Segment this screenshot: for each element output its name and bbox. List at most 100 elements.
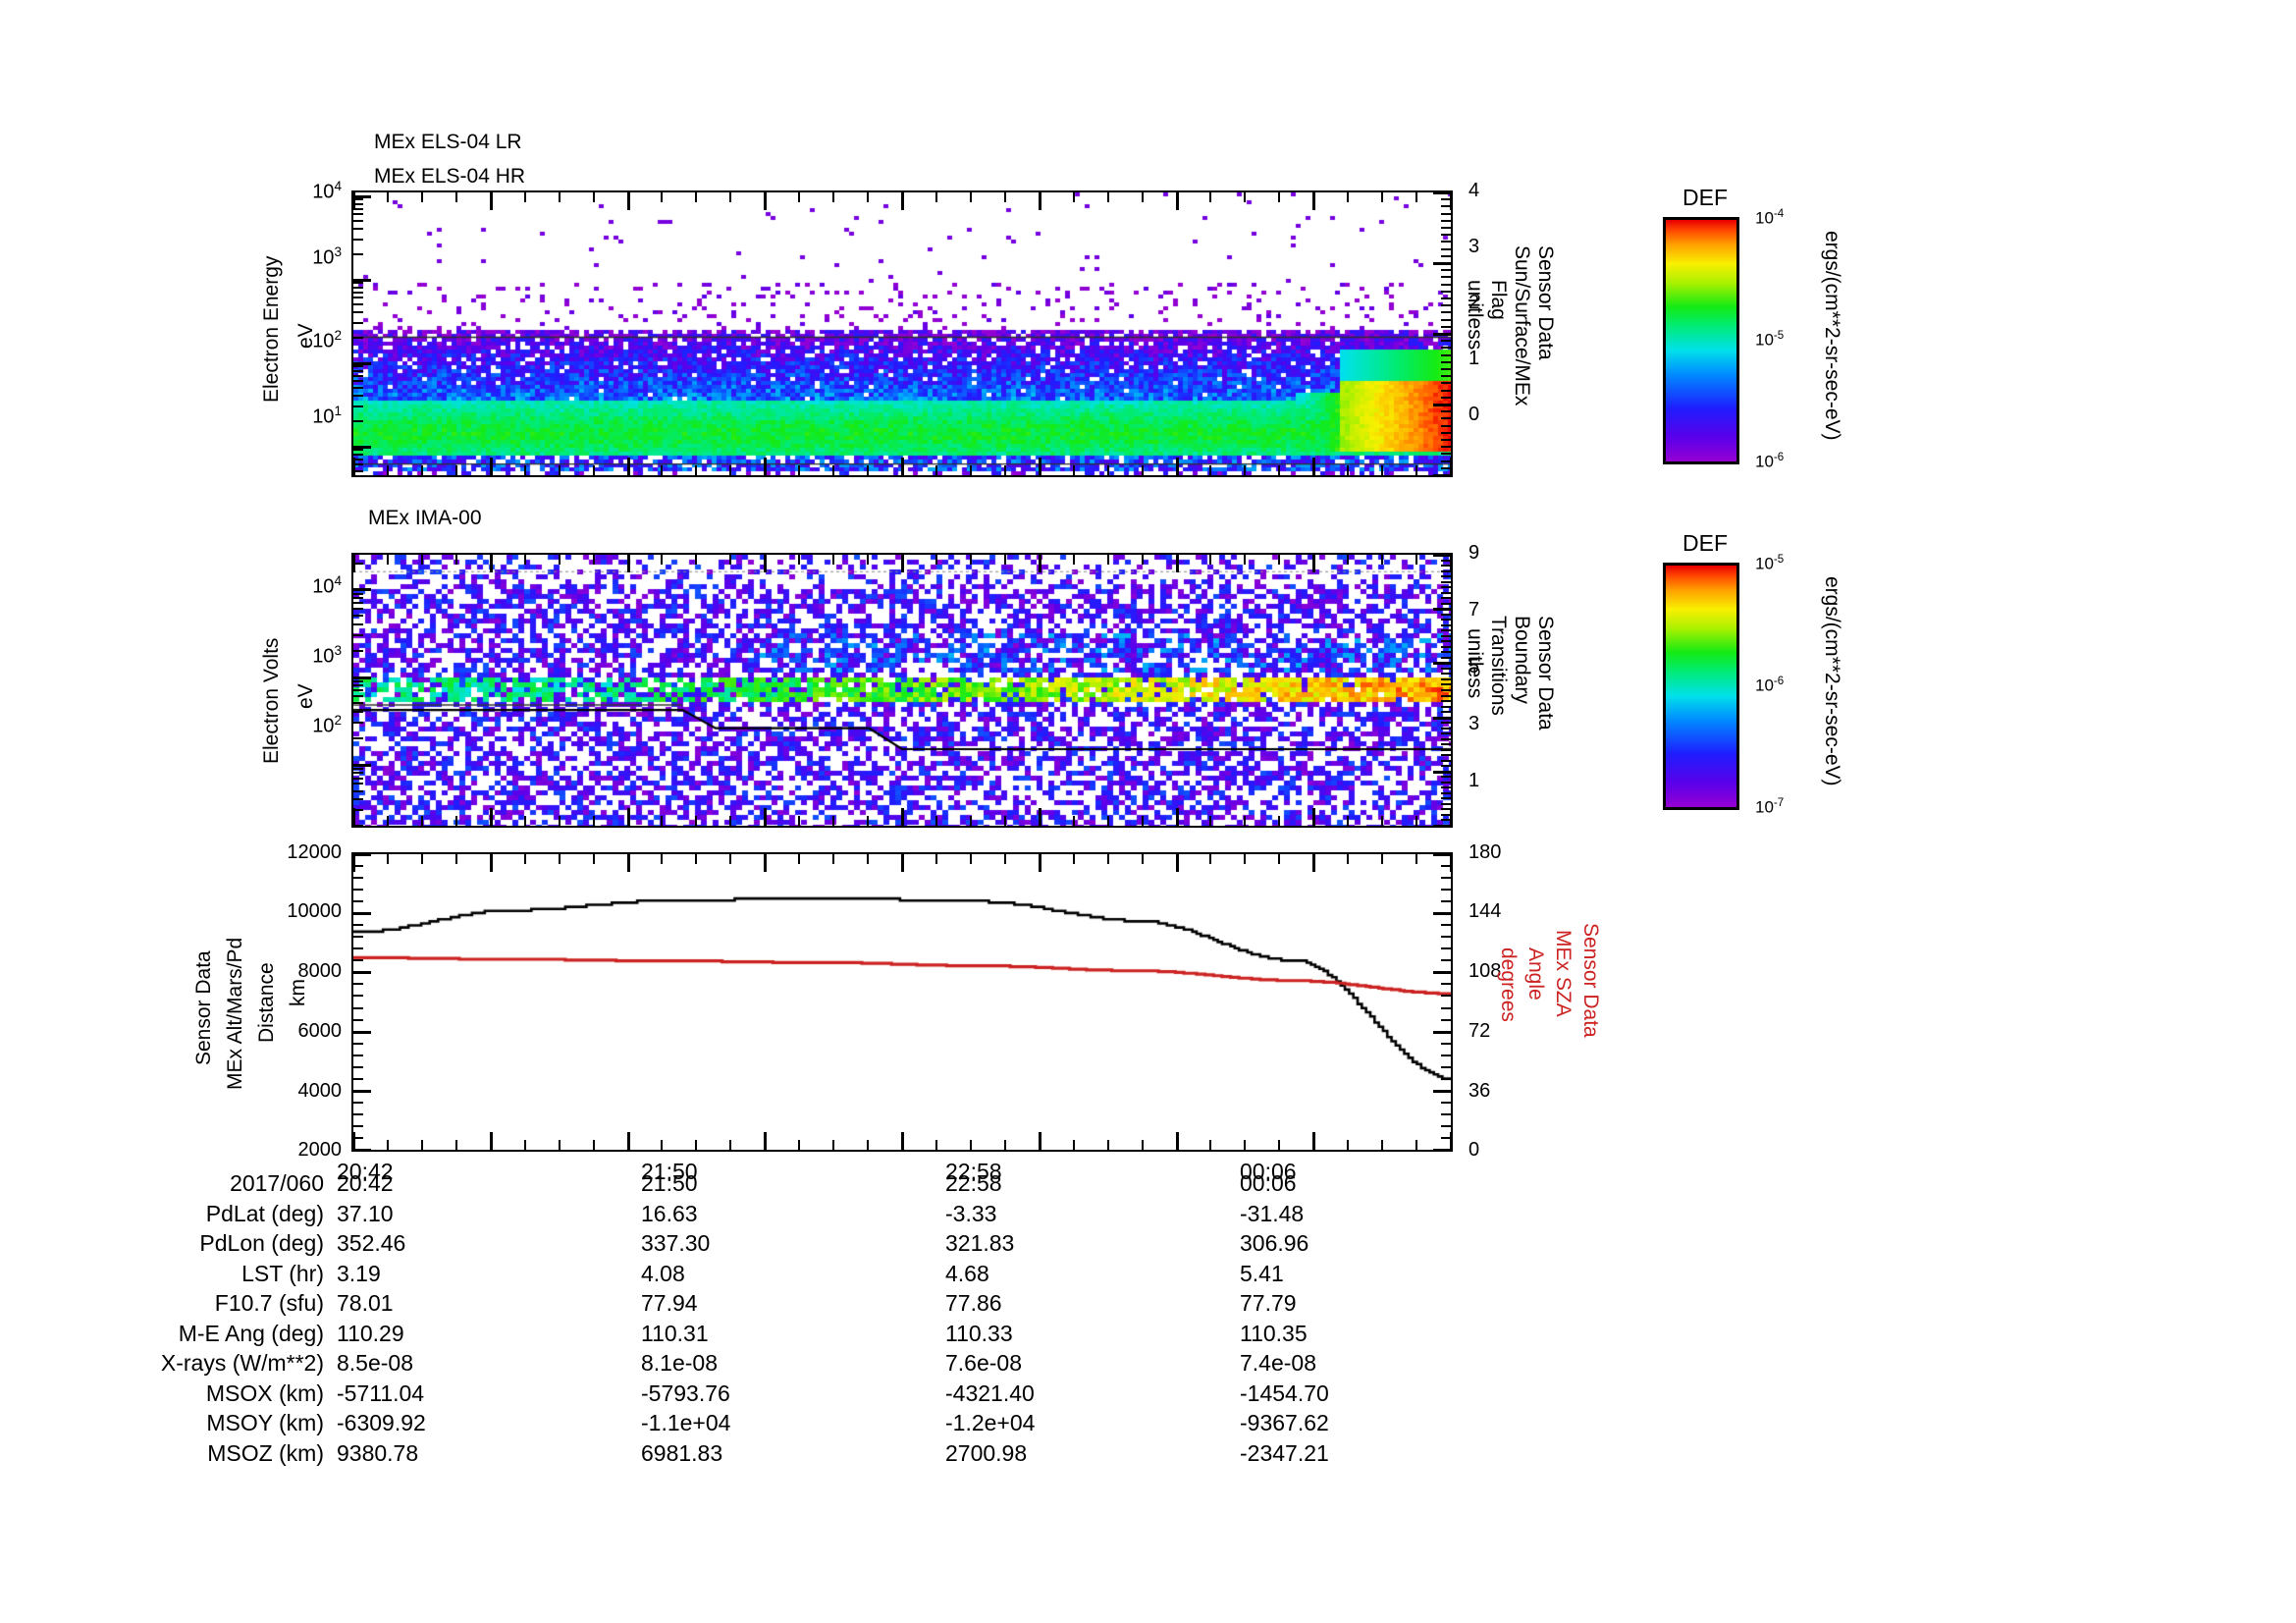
axis-tick [1433,716,1451,720]
table-cell: 77.86 [945,1290,1002,1316]
axis-tick [353,597,363,600]
axis-tick [1441,290,1451,293]
axis-tick [1441,417,1451,420]
axis-tick [901,192,904,210]
els-ytickR-2: 2 [1468,292,1480,313]
axis-tick [353,453,363,456]
axis-tick [1244,465,1247,475]
axis-tick [1415,555,1418,565]
ima-yaxisR-label-line4: unitless [1464,628,1486,699]
axis-tick [352,192,355,210]
axis-tick [661,1140,664,1150]
axis-tick [353,592,363,595]
axis-tick [353,602,363,605]
table-row-label: MSOX (km) [205,1380,324,1406]
axis-tick [420,816,423,826]
axis-tick [353,702,363,705]
axis-tick [489,808,493,826]
axis-tick [695,555,698,565]
axis-tick [1141,465,1144,475]
colorbar-1-tick-min: 10-6 [1755,452,1785,471]
axis-tick [1441,781,1451,784]
table-row-label: X-rays (W/m**2) [160,1350,324,1376]
axis-tick [1441,311,1451,314]
axis-tick [901,808,904,826]
axis-tick [1441,1112,1451,1115]
axis-tick [353,419,363,422]
xaxis-tick-label-3: 00:06 [1240,1159,1297,1184]
axis-tick [1433,554,1451,557]
axis-tick [969,465,972,475]
axis-tick [1441,727,1451,730]
colorbar-1-units: ergs/(cm**2-sr-sec-eV) [1821,231,1843,441]
orbit-ytick-10000: 10000 [287,900,342,922]
els-yaxisR-label-line1: Sensor Data [1534,245,1557,360]
table-cell: 306.96 [1240,1230,1309,1256]
colorbar-2-gradient [1666,566,1736,807]
axis-tick [1441,227,1451,229]
axis-tick [969,816,972,826]
axis-tick [1441,732,1451,735]
axis-tick [353,303,363,306]
axis-tick [1175,555,1179,572]
table-cell: -3.33 [945,1200,997,1226]
axis-tick [1441,619,1451,622]
axis-tick [1038,555,1041,572]
axis-tick [353,445,371,449]
axis-tick [1175,458,1179,475]
axis-tick [353,676,371,679]
axis-tick [729,555,732,565]
axis-tick [1433,333,1451,336]
axis-tick [1244,816,1247,826]
axis-tick [626,854,630,872]
axis-tick [1441,1042,1451,1045]
axis-tick [353,649,363,652]
table-cell: 321.83 [945,1230,1015,1256]
ima-ytick-4: 104 [312,573,342,598]
axis-tick [1312,854,1316,872]
orbit-yaxisR-label-line1: Sensor Data [1579,923,1602,1038]
ima-ytick-2: 102 [312,713,342,737]
axis-tick [353,228,363,231]
axis-tick [1347,816,1350,826]
axis-tick [1441,802,1451,805]
axis-tick [1038,1132,1041,1150]
axis-tick [1106,555,1109,565]
axis-tick [1381,1140,1384,1150]
colorbar-2-title: DEF [1682,530,1728,556]
axis-tick [523,192,526,202]
ima-ytickR-9: 9 [1468,542,1480,564]
els-yaxis-label-line2: eV [294,323,317,349]
axis-tick [353,1124,363,1127]
axis-tick [1278,555,1281,565]
axis-tick [661,816,664,826]
axis-tick [1347,192,1350,202]
axis-tick [353,297,363,299]
axis-tick [1450,555,1453,572]
axis-tick [1038,854,1041,872]
axis-tick [353,252,363,255]
axis-tick [1441,1136,1451,1139]
axis-tick [1433,912,1451,916]
axis-tick [353,1112,363,1115]
table-cell: 5.41 [1240,1260,1284,1286]
orbit-ytick-6000: 6000 [297,1020,343,1042]
axis-tick [1441,640,1451,643]
table-row-label: F10.7 (sfu) [214,1290,324,1316]
axis-tick [353,722,363,725]
axis-tick [729,192,732,202]
axis-tick [558,465,561,475]
panel-els-title-hr: MEx ELS-04 HR [374,165,526,188]
axis-tick [352,555,355,572]
panel-ima-title: MEx IMA-00 [368,507,482,529]
axis-tick [353,809,363,812]
axis-tick [353,763,371,767]
axis-tick [353,387,363,390]
axis-tick [558,816,561,826]
axis-tick [352,808,355,826]
axis-tick [1441,446,1451,449]
axis-tick [353,311,363,314]
axis-tick [1441,439,1451,441]
table-cell: -1454.70 [1240,1380,1329,1406]
colorbar-2-tick-mid: 10-6 [1755,676,1785,695]
